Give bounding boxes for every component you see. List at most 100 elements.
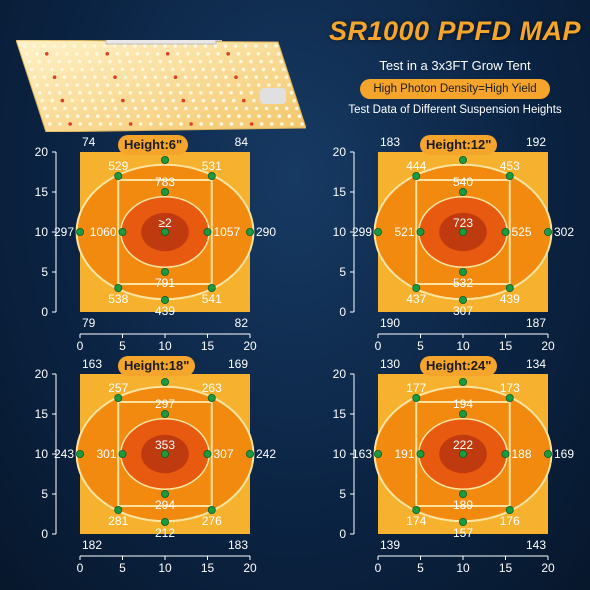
x-tick-label: 15	[499, 561, 513, 575]
measurement-value: 299	[352, 225, 372, 239]
led-dot	[55, 114, 60, 118]
measurement-value: 163	[352, 447, 372, 461]
measurement-point	[245, 228, 254, 237]
led-dot	[42, 44, 46, 48]
led-dot	[231, 67, 236, 72]
inner-square	[415, 401, 511, 507]
led-dot	[243, 44, 248, 48]
led-dot	[95, 83, 100, 87]
led-dot	[68, 122, 72, 126]
led-dot	[290, 122, 294, 126]
measurement-point	[114, 172, 123, 181]
led-dot	[254, 106, 259, 111]
measurement-value: 174	[406, 514, 426, 528]
led-dot	[267, 83, 271, 87]
led-dot	[55, 83, 59, 87]
led-dot	[32, 75, 37, 79]
led-dot	[191, 98, 196, 103]
led-dot	[193, 44, 198, 48]
led-dot	[106, 114, 110, 118]
x-tick-label: 5	[417, 339, 424, 353]
led-dot	[256, 83, 261, 87]
led-dot	[289, 91, 294, 95]
led-dot	[141, 98, 145, 103]
led-dot	[67, 59, 72, 64]
corner-value-bottom-left: 139	[380, 538, 400, 552]
led-dot	[165, 52, 170, 56]
x-tick-label: 0	[77, 339, 84, 353]
led-dot	[264, 75, 269, 79]
led-dot	[188, 59, 193, 64]
measurement-point	[458, 267, 467, 276]
ppfd-chart-18: 0510152005101520163169182183219257263297…	[35, 357, 276, 575]
y-tick-label: 20	[35, 145, 49, 159]
subtitle: Test in a 3x3FT Grow Tent	[379, 58, 531, 73]
led-dot	[108, 91, 112, 95]
led-dot	[198, 59, 203, 64]
measurement-point	[374, 450, 383, 459]
measurement-value: 439	[155, 304, 175, 318]
corner-value-top-right: 84	[235, 135, 249, 149]
measurement-point	[203, 450, 212, 459]
led-dot	[184, 106, 188, 111]
led-dot	[113, 75, 117, 79]
led-dot	[191, 67, 195, 72]
led-dot	[88, 91, 92, 95]
y-tick-label: 5	[339, 265, 346, 279]
measurement-value: 189	[453, 498, 473, 512]
led-dot	[34, 52, 39, 56]
led-dot	[60, 67, 64, 72]
led-dot	[264, 106, 269, 111]
measurement-point	[501, 228, 510, 237]
measurement-value: 531	[202, 159, 222, 173]
height-label: Height:12"	[420, 135, 498, 155]
led-dot	[261, 67, 266, 72]
led-dot	[196, 83, 201, 87]
measurement-value: 157	[453, 526, 473, 540]
led-dot	[196, 114, 201, 118]
led-dot	[105, 83, 110, 87]
led-dot	[229, 91, 233, 95]
measurement-value: 439	[500, 292, 520, 306]
corner-value-top-left: 163	[82, 357, 102, 371]
led-dot	[115, 83, 120, 87]
ppfd-chart-24: 0 5 10 15 20 0 5 10 15 20 130 134 139 143 163 177 173 194…	[333, 357, 574, 575]
led-dot	[213, 44, 218, 48]
measurement-point	[207, 172, 216, 181]
led-dot	[75, 114, 80, 118]
grow-light-image	[16, 40, 306, 132]
led-dot	[130, 67, 135, 72]
measurement-point	[76, 450, 85, 459]
led-dot	[48, 122, 52, 126]
led-dot	[35, 83, 39, 87]
led-dot	[176, 114, 181, 118]
led-dot	[55, 52, 59, 56]
led-dot	[249, 59, 253, 64]
x-tick-label: 5	[417, 561, 424, 575]
led-dot	[128, 122, 133, 126]
led-dot	[259, 122, 264, 126]
measurement-point	[207, 283, 216, 292]
measurement-point	[458, 155, 467, 164]
led-dot	[226, 83, 231, 87]
y-tick-label: 0	[339, 305, 346, 319]
led-dot	[40, 67, 44, 72]
led-dot	[209, 122, 214, 126]
led-dot	[133, 75, 137, 79]
measurement-point	[160, 450, 169, 459]
led-dot	[85, 83, 90, 87]
measurement-point	[458, 295, 467, 304]
led-dot	[208, 59, 213, 64]
led-dot	[140, 67, 145, 72]
led-dot	[189, 122, 193, 126]
measurement-value: 301	[96, 447, 116, 461]
measurement-value: 1060	[90, 225, 117, 239]
led-dot	[80, 67, 84, 72]
measurement-value: 538	[108, 292, 128, 306]
led-dot	[95, 52, 99, 56]
measurement-point	[160, 228, 169, 237]
x-tick-label: 20	[541, 561, 555, 575]
note-text: Test Data of Different Suspension Height…	[348, 104, 562, 116]
led-dot	[103, 106, 108, 111]
led-dot	[176, 52, 180, 56]
